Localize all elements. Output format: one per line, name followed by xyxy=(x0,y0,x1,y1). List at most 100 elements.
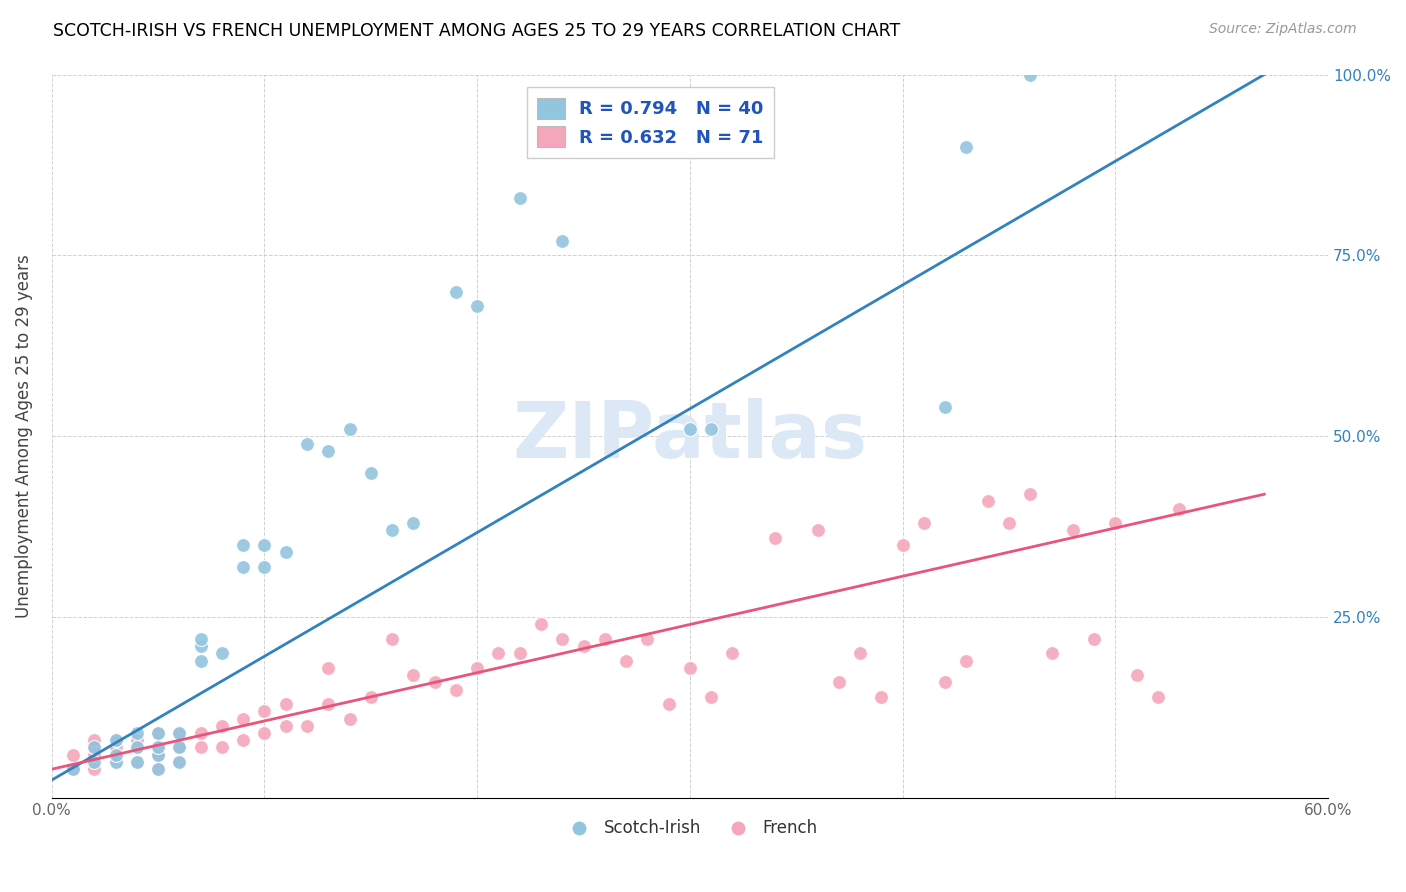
Point xyxy=(891,538,914,552)
Point xyxy=(1168,501,1191,516)
Point xyxy=(211,647,233,661)
Point xyxy=(700,422,723,436)
Point xyxy=(274,719,297,733)
Point xyxy=(977,494,1000,508)
Point xyxy=(360,466,382,480)
Point xyxy=(211,719,233,733)
Point xyxy=(146,726,169,740)
Point xyxy=(339,422,361,436)
Point xyxy=(721,647,744,661)
Point xyxy=(1125,668,1147,682)
Point xyxy=(232,733,254,747)
Text: ZIPatlas: ZIPatlas xyxy=(512,399,868,475)
Point xyxy=(253,559,276,574)
Point xyxy=(104,740,127,755)
Point xyxy=(509,190,531,204)
Point xyxy=(232,538,254,552)
Point xyxy=(104,747,127,762)
Point xyxy=(912,516,935,531)
Point xyxy=(934,675,956,690)
Point xyxy=(1083,632,1105,646)
Point xyxy=(509,647,531,661)
Legend: Scotch-Irish, French: Scotch-Irish, French xyxy=(555,813,824,844)
Point xyxy=(679,661,702,675)
Point xyxy=(806,524,828,538)
Point xyxy=(381,524,404,538)
Point xyxy=(402,516,425,531)
Text: Source: ZipAtlas.com: Source: ZipAtlas.com xyxy=(1209,22,1357,37)
Point xyxy=(316,661,339,675)
Point xyxy=(465,661,488,675)
Point xyxy=(125,726,148,740)
Point xyxy=(636,632,658,646)
Point xyxy=(274,697,297,711)
Point xyxy=(679,422,702,436)
Point xyxy=(1019,68,1042,82)
Point xyxy=(465,299,488,313)
Point xyxy=(232,559,254,574)
Point xyxy=(83,747,105,762)
Point xyxy=(83,755,105,769)
Point xyxy=(955,140,977,154)
Point xyxy=(104,755,127,769)
Point xyxy=(169,755,191,769)
Point xyxy=(83,740,105,755)
Point xyxy=(169,740,191,755)
Point xyxy=(1147,690,1170,704)
Point xyxy=(83,733,105,747)
Point xyxy=(444,682,467,697)
Point xyxy=(190,639,212,653)
Point xyxy=(614,654,637,668)
Point xyxy=(593,632,616,646)
Point xyxy=(125,740,148,755)
Point xyxy=(232,712,254,726)
Point xyxy=(444,285,467,299)
Point xyxy=(998,516,1021,531)
Point xyxy=(530,617,553,632)
Point xyxy=(146,747,169,762)
Point xyxy=(146,762,169,776)
Point xyxy=(360,690,382,704)
Point xyxy=(1104,516,1126,531)
Point xyxy=(253,704,276,718)
Point xyxy=(551,234,574,248)
Point xyxy=(146,747,169,762)
Point xyxy=(190,654,212,668)
Point xyxy=(62,747,84,762)
Point xyxy=(62,762,84,776)
Point xyxy=(658,697,681,711)
Point xyxy=(125,733,148,747)
Point xyxy=(1040,647,1063,661)
Point xyxy=(190,740,212,755)
Point xyxy=(125,755,148,769)
Point xyxy=(104,733,127,747)
Point xyxy=(934,401,956,415)
Point xyxy=(316,697,339,711)
Point xyxy=(146,740,169,755)
Point xyxy=(253,538,276,552)
Point xyxy=(274,545,297,559)
Point xyxy=(551,632,574,646)
Point xyxy=(870,690,893,704)
Text: SCOTCH-IRISH VS FRENCH UNEMPLOYMENT AMONG AGES 25 TO 29 YEARS CORRELATION CHART: SCOTCH-IRISH VS FRENCH UNEMPLOYMENT AMON… xyxy=(53,22,901,40)
Point xyxy=(1019,487,1042,501)
Point xyxy=(849,647,872,661)
Point xyxy=(125,755,148,769)
Point xyxy=(700,690,723,704)
Point xyxy=(169,726,191,740)
Point xyxy=(1062,524,1084,538)
Point xyxy=(169,740,191,755)
Point xyxy=(104,733,127,747)
Point xyxy=(828,675,851,690)
Point xyxy=(146,762,169,776)
Point xyxy=(253,726,276,740)
Point xyxy=(83,740,105,755)
Point xyxy=(339,712,361,726)
Point xyxy=(572,639,595,653)
Point xyxy=(104,747,127,762)
Point xyxy=(104,755,127,769)
Point xyxy=(125,740,148,755)
Point xyxy=(146,726,169,740)
Point xyxy=(763,531,786,545)
Point xyxy=(62,762,84,776)
